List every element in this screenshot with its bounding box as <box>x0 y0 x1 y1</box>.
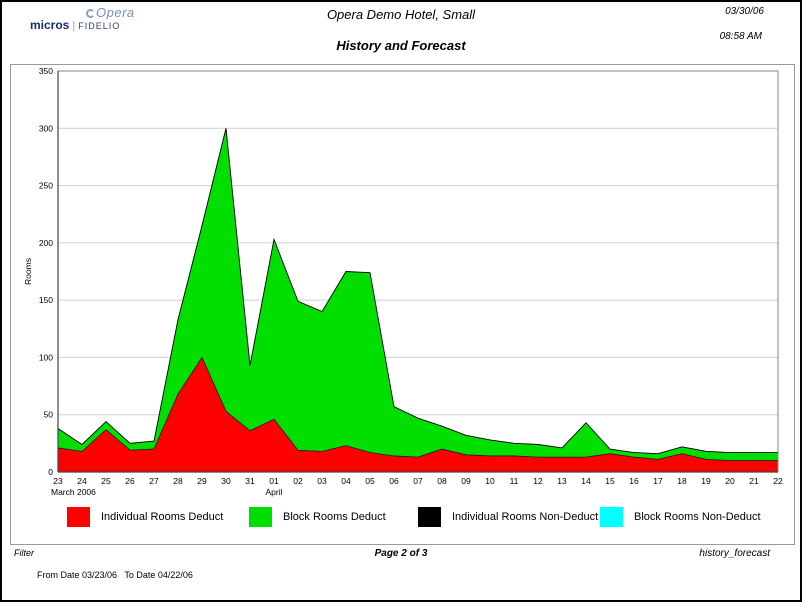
legend-item-individual-non-deduct: Individual Rooms Non-Deduct <box>418 506 598 528</box>
x-tick-label: 03 <box>317 476 327 486</box>
y-tick-label: 350 <box>39 66 53 76</box>
micros-logo-text: micros <box>30 18 70 32</box>
report-date: 03/30/06 <box>725 6 764 17</box>
legend-label: Individual Rooms Deduct <box>101 511 224 523</box>
y-tick-label: 250 <box>39 181 53 191</box>
x-tick-label: 13 <box>557 476 567 486</box>
x-tick-label: 01 <box>269 476 279 486</box>
x-tick-label: 10 <box>485 476 495 486</box>
filter-line-dates: From Date 03/23/06 To Date 04/22/06 <box>37 570 193 580</box>
legend-item-block-deduct: Block Rooms Deduct <box>249 506 386 528</box>
filter-criteria: From Date 03/23/06 To Date 04/22/06 Room… <box>37 548 505 600</box>
x-tick-label: 06 <box>389 476 399 486</box>
legend-label: Individual Rooms Non-Deduct <box>452 511 599 523</box>
x-tick-label: 27 <box>149 476 159 486</box>
y-axis-label: Rooms <box>23 258 33 285</box>
legend-item-individual-deduct: Individual Rooms Deduct <box>67 506 223 528</box>
x-tick-label: 29 <box>197 476 207 486</box>
area-block-outline <box>57 128 778 455</box>
x-tick-label: 05 <box>365 476 375 486</box>
x-tick-label: 08 <box>437 476 447 486</box>
hotel-name: Opera Demo Hotel, Small <box>326 7 476 22</box>
logo-divider: | <box>72 20 76 32</box>
opera-swoosh-icon <box>86 9 95 18</box>
fidelio-logo-text: FIDELIO <box>78 21 121 31</box>
y-tick-label: 200 <box>39 238 53 248</box>
x-tick-label: 22 <box>773 476 783 486</box>
filter-label: Filter <box>14 548 34 558</box>
x-tick-label: 18 <box>677 476 687 486</box>
x-tick-label: 09 <box>461 476 471 486</box>
opera-logo-text: Opera <box>96 5 135 20</box>
x-tick-label: 07 <box>413 476 423 486</box>
chart-legend: Individual Rooms Deduct Block Rooms Dedu… <box>11 506 794 532</box>
legend-swatch-black <box>418 507 441 527</box>
report-time: 08:58 AM <box>719 31 762 42</box>
legend-swatch-red <box>67 507 90 527</box>
x-tick-label: 25 <box>101 476 111 486</box>
x-tick-label: 24 <box>77 476 87 486</box>
area-individual-outline <box>57 356 778 461</box>
x-tick-label: 15 <box>605 476 615 486</box>
area-individual-rooms-deduct <box>58 357 778 472</box>
x-tick-label: 28 <box>173 476 183 486</box>
report-file-name: history_forecast <box>699 548 770 559</box>
legend-label: Block Rooms Deduct <box>283 511 386 523</box>
x-tick-label: 20 <box>725 476 735 486</box>
y-tick-label: 50 <box>44 410 54 420</box>
y-tick-label: 100 <box>39 352 53 362</box>
x-tick-label: 30 <box>221 476 231 486</box>
x-tick-label: 31 <box>245 476 255 486</box>
x-tick-label: 12 <box>533 476 543 486</box>
micros-fidelio-logo: micros | FIDELIO <box>30 18 120 32</box>
x-tick-label: 02 <box>293 476 303 486</box>
y-tick-label: 300 <box>39 123 53 133</box>
area-block-rooms-deduct <box>58 128 778 472</box>
x-tick-label: 17 <box>653 476 663 486</box>
legend-swatch-green <box>249 507 272 527</box>
legend-item-block-non-deduct: Block Rooms Non-Deduct <box>600 506 761 528</box>
y-tick-label: 0 <box>48 467 53 477</box>
x-tick-label: 19 <box>701 476 711 486</box>
legend-swatch-cyan <box>600 507 623 527</box>
x-tick-label: 23 <box>53 476 63 486</box>
y-tick-label: 150 <box>39 295 53 305</box>
x-tick-label: 16 <box>629 476 639 486</box>
x-tick-label: 21 <box>749 476 759 486</box>
page-number: Page 2 of 3 <box>374 548 428 559</box>
opera-logo: Opera <box>86 5 135 20</box>
x-month-label: April <box>265 487 282 497</box>
x-tick-label: 26 <box>125 476 135 486</box>
legend-label: Block Rooms Non-Deduct <box>634 511 761 523</box>
x-tick-label: 11 <box>510 476 519 486</box>
x-month-label: March 2006 <box>51 487 96 497</box>
report-title: History and Forecast <box>336 38 466 53</box>
x-tick-label: 14 <box>581 476 591 486</box>
chart-container: 0 50 100 150 200 250 300 350 Rooms 23 24 25 26 27 28 29… <box>10 64 795 545</box>
x-tick-label: 04 <box>341 476 351 486</box>
